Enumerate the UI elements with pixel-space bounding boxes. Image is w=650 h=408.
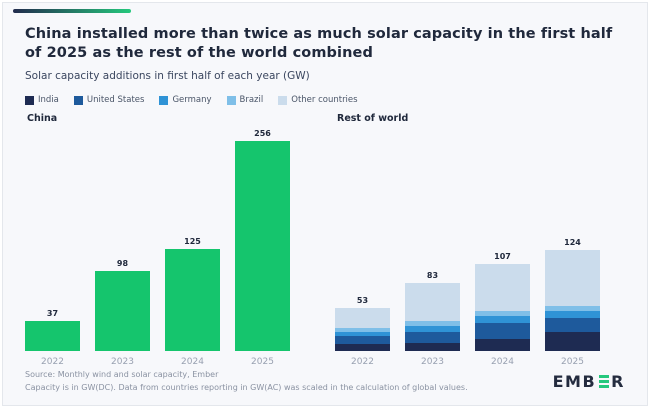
bars-rest-of-world: 53 2022 83 2023 107 2024 124 2025 [335, 127, 625, 367]
bar-segment-brazil [475, 311, 530, 317]
panel-china: China 37 2022 98 2023 125 2024 256 2025 [25, 111, 315, 367]
bar-segment-germany [545, 311, 600, 318]
legend-label: India [38, 95, 59, 106]
ember-logo-text-left: EMB [552, 372, 597, 392]
panel-rest-of-world: Rest of world 53 2022 83 2023 107 2024 124 2025 [335, 111, 625, 367]
legend-swatch-germany-icon [159, 95, 169, 105]
bar-segment-united-states [335, 335, 390, 344]
bar-value-label: 124 [564, 237, 581, 247]
legend-item-india: India [25, 95, 59, 105]
chart-title: China installed more than twice as much … [25, 26, 613, 62]
bar-rect [335, 307, 390, 352]
source-line-2: Capacity is in GW(DC). Data from countri… [25, 382, 468, 392]
chart-subtitle: Solar capacity additions in first half o… [25, 70, 310, 83]
chart-footer: Source: Monthly wind and solar capacity,… [25, 369, 625, 394]
bar-segment-brazil [405, 320, 460, 326]
bar-segment-germany [335, 331, 390, 336]
bar-china-2023: 98 2023 [95, 127, 150, 367]
ember-logo-e-icon [598, 375, 609, 388]
x-axis-label: 2025 [561, 357, 584, 368]
bar-segment-other-countries [545, 249, 600, 307]
bar-china-2024: 125 2024 [165, 127, 220, 367]
bar-value-label: 37 [46, 308, 59, 318]
legend-item-germany: Germany [159, 95, 212, 106]
bar-segment-germany [405, 325, 460, 333]
bar-segment-other-countries [475, 263, 530, 312]
bar-segment-brazil [545, 306, 600, 312]
x-axis-label: 2023 [421, 357, 444, 368]
bar-china-2025: 256 2025 [235, 127, 290, 367]
bar-segment-india [335, 343, 390, 352]
x-axis-label: 2022 [351, 357, 374, 368]
bar-rest-of-world-2022: 53 2022 [335, 127, 390, 367]
bar-segment-india [475, 338, 530, 352]
legend-label: United States [86, 95, 145, 106]
x-axis-label: 2022 [41, 357, 64, 368]
bar-rect [95, 270, 150, 352]
legend-item-brazil: Brazil [226, 95, 264, 106]
panel-title-rest-of-world: Rest of world [337, 113, 409, 125]
bar-rect [475, 263, 530, 352]
bar-rect [25, 320, 80, 352]
x-axis-label: 2025 [251, 357, 274, 368]
legend-swatch-other-countries-icon [278, 95, 288, 105]
bar-segment-united-states [475, 322, 530, 339]
chart-legend: India United States Germany Brazil Other cou… [25, 95, 625, 105]
bar-rect [165, 248, 220, 352]
bar-value-label: 83 [426, 271, 439, 281]
chart-panels: China 37 2022 98 2023 125 2024 256 2025 Rest of w… [25, 111, 625, 367]
bar-segment-india [405, 343, 460, 352]
bar-segment-brazil [335, 328, 390, 332]
bar-value-label: 98 [116, 258, 129, 268]
x-axis-label: 2024 [491, 357, 514, 368]
bars-china: 37 2022 98 2023 125 2024 256 2025 [25, 127, 315, 367]
bar-segment-other-countries [335, 307, 390, 329]
bar-value-label: 53 [356, 295, 369, 305]
chart-header: China installed more than twice as much … [25, 25, 625, 82]
accent-gradient-strip [13, 9, 131, 13]
bar-segment-united-states [405, 332, 460, 344]
bar-rect [235, 141, 290, 352]
x-axis-label: 2023 [111, 357, 134, 368]
bar-segment-germany [475, 316, 530, 323]
bar-segment-united-states [545, 317, 600, 333]
bar-segment-other-countries [405, 283, 460, 321]
bar-value-label: 125 [184, 236, 201, 246]
legend-label: Other countries [291, 95, 358, 106]
legend-label: Brazil [239, 95, 264, 106]
legend-swatch-united-states-icon [73, 95, 83, 105]
legend-swatch-india-icon [25, 95, 34, 105]
bar-rect [405, 283, 460, 352]
bar-rest-of-world-2025: 124 2025 [545, 127, 600, 367]
bar-value-label: 107 [494, 251, 511, 261]
bar-segment-india [545, 332, 600, 352]
ember-logo: EMB R [553, 372, 625, 391]
bar-rest-of-world-2024: 107 2024 [475, 127, 530, 367]
panel-title-china: China [27, 113, 58, 125]
legend-item-united-states: United States [73, 95, 145, 106]
bar-rest-of-world-2023: 83 2023 [405, 127, 460, 367]
x-axis-label: 2024 [181, 357, 204, 368]
ember-logo-text-right: R [611, 372, 625, 392]
legend-swatch-brazil-icon [226, 95, 236, 105]
source-line-1: Source: Monthly wind and solar capacity,… [25, 370, 219, 380]
bar-rect [545, 249, 600, 352]
source-note: Source: Monthly wind and solar capacity,… [25, 369, 468, 394]
legend-label: Germany [172, 95, 212, 106]
bar-value-label: 256 [254, 129, 271, 139]
bar-china-2022: 37 2022 [25, 127, 80, 367]
legend-item-other-countries: Other countries [278, 95, 358, 106]
